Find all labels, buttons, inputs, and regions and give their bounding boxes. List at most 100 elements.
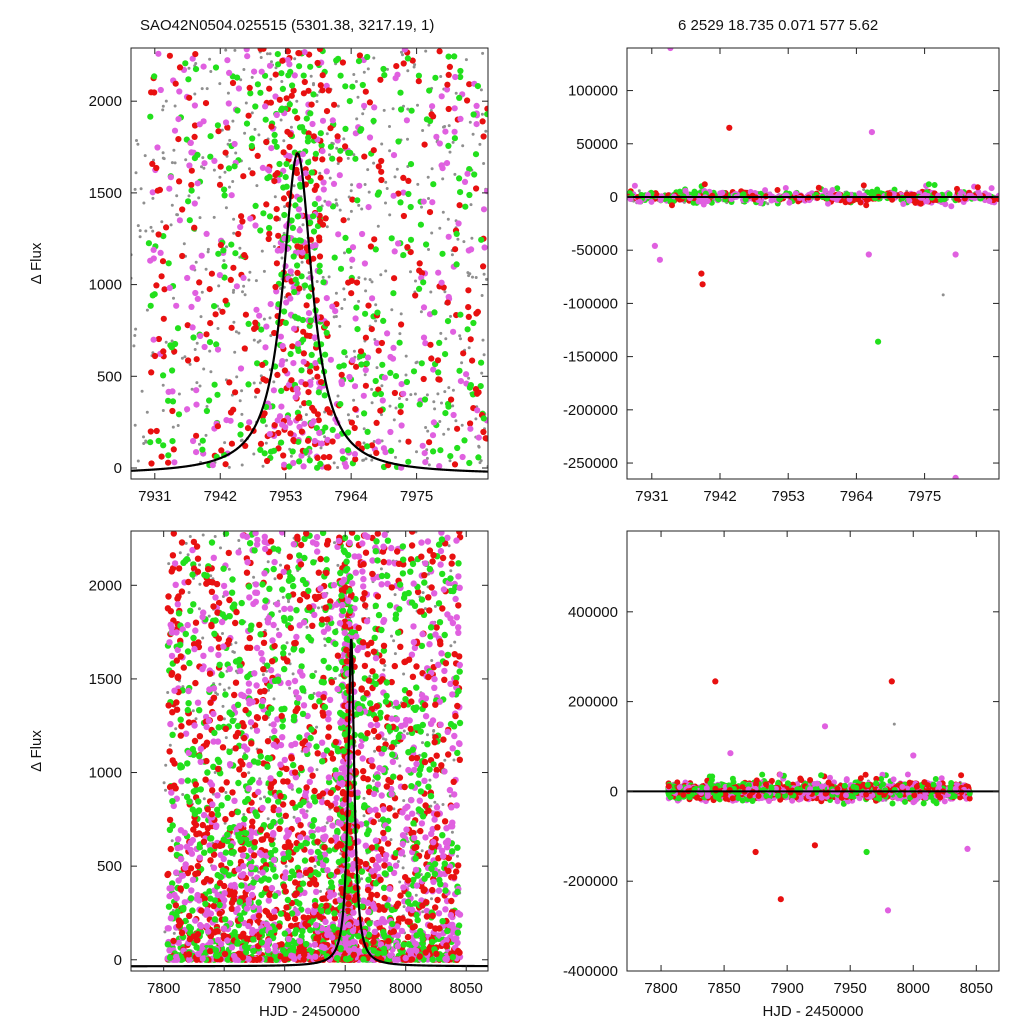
data-point xyxy=(403,378,410,386)
data-point xyxy=(311,787,318,795)
data-point xyxy=(174,325,182,332)
data-point xyxy=(164,763,168,767)
data-point xyxy=(206,250,210,254)
data-point xyxy=(259,361,266,368)
data-point xyxy=(172,931,176,935)
data-point xyxy=(348,290,355,297)
data-point xyxy=(232,231,236,235)
data-point xyxy=(278,361,285,368)
data-point xyxy=(406,137,409,141)
data-point xyxy=(344,447,352,454)
data-point xyxy=(349,244,357,251)
data-point xyxy=(362,88,369,95)
data-point xyxy=(334,652,342,659)
data-point xyxy=(172,902,180,909)
data-point xyxy=(395,138,402,145)
data-point xyxy=(243,746,251,753)
data-point xyxy=(246,419,253,426)
data-point xyxy=(235,85,242,92)
data-point xyxy=(478,359,485,366)
data-point xyxy=(266,230,273,237)
data-point xyxy=(199,437,206,444)
data-point xyxy=(272,697,276,701)
data-point xyxy=(151,229,155,233)
data-point xyxy=(420,279,427,286)
data-point xyxy=(719,189,726,196)
data-point xyxy=(263,832,271,839)
data-point xyxy=(205,405,209,408)
data-point xyxy=(427,248,430,251)
data-point xyxy=(238,246,242,250)
data-point xyxy=(161,409,165,412)
data-point xyxy=(159,258,167,265)
data-point xyxy=(228,905,235,912)
data-point xyxy=(406,69,410,73)
data-point xyxy=(454,91,458,95)
data-point xyxy=(198,582,202,586)
data-point xyxy=(336,104,340,108)
data-point xyxy=(377,76,384,83)
data-point xyxy=(200,652,207,659)
data-point xyxy=(327,598,334,605)
y-tick-label: 1000 xyxy=(89,277,122,294)
data-point xyxy=(305,625,309,629)
data-point xyxy=(361,112,365,116)
data-point xyxy=(342,287,346,291)
data-point xyxy=(276,923,283,930)
data-point xyxy=(299,151,306,158)
data-point xyxy=(429,199,436,206)
data-point xyxy=(457,189,464,196)
data-point xyxy=(340,217,347,224)
data-point xyxy=(480,263,487,270)
data-point xyxy=(428,778,432,782)
data-point xyxy=(206,888,213,895)
data-point xyxy=(368,442,376,449)
data-point xyxy=(298,273,305,280)
data-point xyxy=(444,534,451,541)
data-point xyxy=(373,340,380,347)
data-point xyxy=(379,361,386,368)
data-point xyxy=(299,710,307,718)
data-point xyxy=(264,424,268,428)
data-point xyxy=(222,916,229,923)
data-point xyxy=(372,161,376,165)
data-point xyxy=(332,461,336,465)
x-tick-label: 7942 xyxy=(204,488,237,505)
data-point xyxy=(206,286,213,293)
data-point xyxy=(375,347,382,354)
data-point xyxy=(271,642,278,650)
data-point xyxy=(252,338,256,342)
data-point xyxy=(482,435,488,442)
data-point xyxy=(416,182,420,186)
data-point xyxy=(284,48,291,55)
data-point xyxy=(359,568,366,575)
data-point xyxy=(148,460,155,467)
data-point xyxy=(449,569,453,573)
data-point xyxy=(170,446,177,453)
panel-top-right: 7931 7942 7953 7964 7975100000500000-50000-1… xyxy=(563,47,1000,505)
data-point xyxy=(402,672,406,676)
data-point xyxy=(416,103,419,107)
data-point xyxy=(182,242,186,246)
data-point xyxy=(213,771,217,774)
data-point xyxy=(338,324,342,328)
data-point xyxy=(222,717,226,721)
data-point xyxy=(266,62,274,69)
data-point xyxy=(300,90,307,97)
data-point xyxy=(133,423,137,427)
model-curve xyxy=(131,152,488,473)
data-point xyxy=(345,429,352,436)
data-point xyxy=(464,58,468,62)
data-point xyxy=(157,86,164,94)
data-point xyxy=(379,816,387,823)
data-point xyxy=(323,168,330,175)
data-point xyxy=(471,171,478,178)
data-point xyxy=(426,641,433,648)
data-point xyxy=(482,162,486,165)
data-point xyxy=(416,771,423,778)
data-point xyxy=(221,263,228,270)
data-point xyxy=(472,386,479,393)
data-point xyxy=(267,667,275,674)
data-point xyxy=(166,748,173,755)
data-point xyxy=(196,733,204,740)
